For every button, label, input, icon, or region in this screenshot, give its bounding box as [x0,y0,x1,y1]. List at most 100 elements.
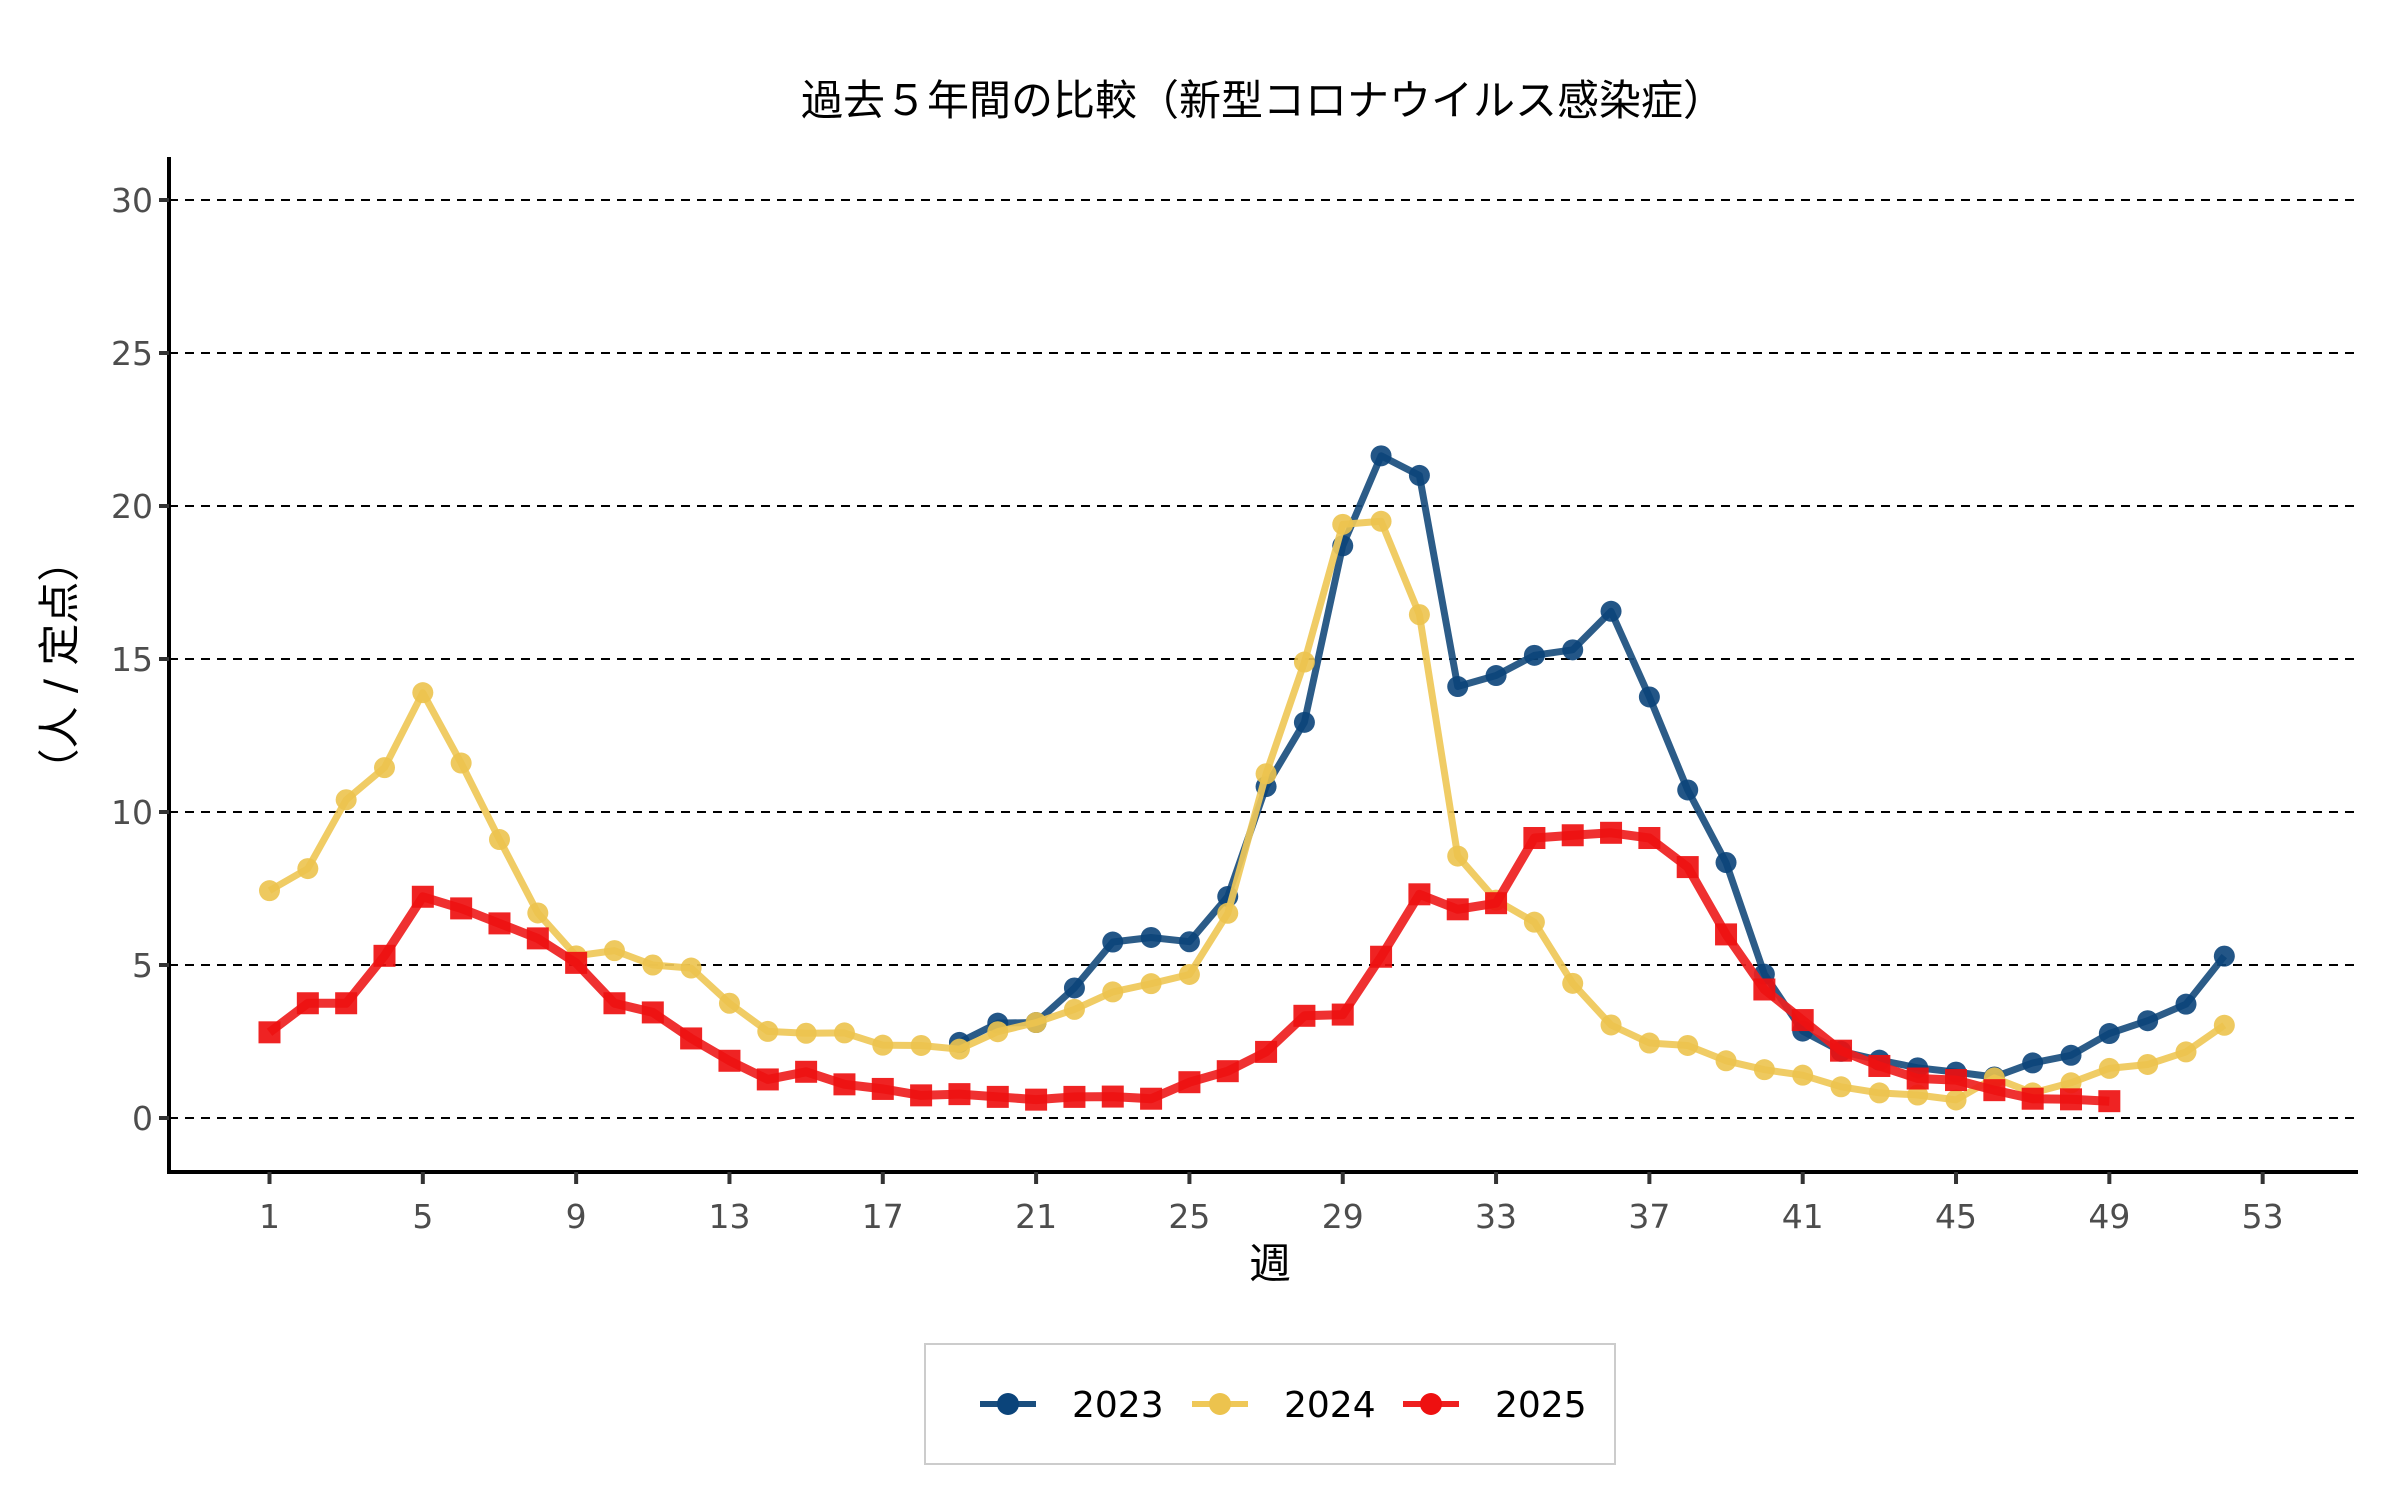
data-point-2024-w52 [2213,1014,2235,1036]
data-point-2025-w14 [756,1068,779,1091]
legend-label-2023: 2023 [1072,1385,1164,1426]
series-2025 [258,821,2121,1113]
x-tick-label: 1 [259,1197,280,1236]
data-point-2025-w23 [1101,1085,1124,1108]
x-tick-label: 41 [1782,1197,1824,1236]
series-line-2023 [957,452,2228,1081]
data-point-2024-w43 [1868,1082,1890,1104]
data-point-2023-w38 [1677,779,1699,801]
data-point-2023-w49 [2098,1023,2120,1045]
data-point-2025-w17 [871,1077,894,1100]
data-point-2023-w36 [1600,600,1622,622]
data-point-2023-w30 [1370,445,1392,467]
legend-label-2025: 2025 [1495,1385,1587,1426]
data-point-2024-w10 [603,940,625,962]
data-point-2024-w45 [1945,1089,1967,1111]
data-point-2024-w32 [1447,845,1469,867]
data-point-2025-w13 [718,1049,741,1072]
data-point-2023-w47 [2022,1052,2044,1074]
data-point-2024-w22 [1063,998,1085,1020]
data-point-2025-w5 [411,885,434,908]
data-point-2023-w33 [1485,665,1507,687]
data-point-2024-w6 [450,752,472,774]
data-point-2024-w1 [259,880,280,902]
data-point-2024-w38 [1677,1034,1699,1056]
data-point-2024-w35 [1562,972,1584,994]
data-point-2025-w40 [1753,978,1776,1001]
y-tick-label: 0 [132,1099,153,1138]
x-tick-label: 49 [2088,1197,2130,1236]
data-point-2024-w30 [1370,510,1392,532]
data-point-2025-w2 [296,992,319,1015]
data-point-2025-w4 [373,944,396,967]
data-point-2024-w49 [2098,1057,2120,1079]
data-point-2025-w10 [603,992,626,1015]
data-point-2023-w39 [1715,851,1737,873]
data-point-2025-w25 [1178,1071,1201,1094]
data-point-2023-w22 [1063,977,1085,999]
data-point-2024-w14 [757,1020,779,1042]
y-tick-label: 15 [111,640,153,679]
data-point-2024-w39 [1715,1050,1737,1072]
data-point-2024-w12 [680,957,702,979]
x-axis-ticks: 1 5 9 13 17 21 25 29 33 37 41 45 49 53 [259,1172,2284,1236]
data-point-2024-w44 [1907,1084,1929,1106]
data-point-2025-w8 [526,927,549,950]
data-point-2024-w28 [1293,651,1315,673]
data-point-2025-w29 [1331,1003,1354,1026]
data-point-2024-w2 [297,858,319,880]
data-point-2023-w28 [1293,711,1315,733]
data-point-2023-w23 [1102,931,1124,953]
data-point-2024-w13 [718,992,740,1014]
data-point-2024-w37 [1638,1032,1660,1054]
data-point-2025-w46 [1983,1079,2006,1102]
series-line-2024 [267,517,2227,1104]
data-point-2024-w4 [373,757,395,779]
x-tick-label: 45 [1935,1197,1977,1236]
data-point-2025-w35 [1561,824,1584,847]
data-point-2025-w24 [1140,1087,1163,1110]
data-point-2024-w40 [1753,1059,1775,1081]
data-point-2025-w48 [2060,1088,2083,1111]
data-point-2023-w52 [2213,945,2235,967]
legend-item-2024: 2024 [1192,1385,1376,1426]
data-point-2024-w19 [948,1038,970,1060]
x-tick-label: 13 [708,1197,750,1236]
data-point-2025-w1 [258,1021,281,1044]
data-point-2025-w45 [1945,1069,1968,1092]
legend-item-2023: 2023 [980,1385,1164,1426]
data-point-2025-w9 [565,951,588,974]
legend-box [924,1343,1616,1465]
data-point-2025-w36 [1600,821,1623,844]
x-tick-label: 53 [2242,1197,2284,1236]
data-point-2024-w51 [2175,1041,2197,1063]
gridlines [169,199,2358,1119]
data-point-2023-w50 [2137,1010,2159,1032]
x-tick-label: 37 [1628,1197,1670,1236]
data-point-2025-w16 [833,1073,856,1096]
data-point-2024-w27 [1255,763,1277,785]
legend-label-2024: 2024 [1284,1385,1376,1426]
data-point-2023-w34 [1523,644,1545,666]
x-tick-label: 25 [1168,1197,1210,1236]
data-point-2023-w31 [1408,464,1430,486]
data-point-2023-w37 [1638,686,1660,708]
legend-items: 2023 2024 2025 [980,1385,1587,1426]
data-point-2024-w5 [412,682,434,704]
y-tick-label: 20 [111,487,153,526]
legend-marker-2025 [1420,1393,1442,1415]
data-point-2024-w23 [1102,981,1124,1003]
data-point-2025-w41 [1791,1009,1814,1032]
data-point-2025-w3 [335,992,358,1015]
data-point-2025-w39 [1715,923,1738,946]
y-tick-label: 5 [132,946,153,985]
x-axis-title: 週 [1249,1239,1291,1288]
data-point-2025-w11 [641,1001,664,1024]
data-point-2024-w16 [833,1022,855,1044]
y-tick-label: 25 [111,334,153,373]
data-point-2025-w32 [1446,898,1469,921]
data-point-2024-w24 [1140,973,1162,995]
data-point-2024-w36 [1600,1014,1622,1036]
data-point-2025-w34 [1523,827,1546,850]
